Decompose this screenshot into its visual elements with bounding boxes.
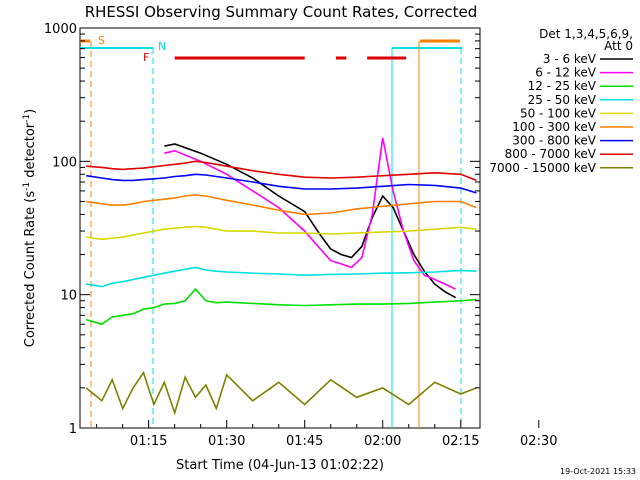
y-axis-label-mid: detector — [23, 122, 38, 182]
y-tick-label: 10 — [60, 289, 77, 304]
legend-header-line2: Att 0 — [604, 39, 633, 53]
series-line — [85, 287, 477, 326]
footer-timestamp: 19-Oct-2021 15:33 — [560, 467, 636, 476]
y-axis-label-main: Corrected Count Rate (s — [23, 191, 38, 348]
legend-label: 25 - 50 keV — [528, 93, 597, 107]
legend-label: 12 - 25 keV — [528, 79, 597, 93]
series-line — [86, 225, 477, 241]
x-axis-ticks: 01:15 01:30 01:45 02:00 02:15 02:30 — [96, 420, 558, 449]
legend-label: 100 - 300 keV — [512, 120, 596, 134]
x-axis-label: Start Time (04-Jun-13 01:02:22) — [176, 458, 384, 473]
x-tick-label: 02:30 — [520, 434, 557, 449]
y-axis-label-sup2: -1 — [22, 114, 32, 123]
series-line — [86, 266, 477, 288]
legend-label: 800 - 7000 keV — [505, 147, 597, 161]
y-axis-ticks: 1 10 100 1000 — [44, 22, 480, 437]
legend-label: 300 - 800 keV — [512, 134, 596, 148]
night-flag-label: N — [158, 40, 166, 53]
x-tick-label: 01:45 — [286, 434, 323, 449]
series-line — [86, 173, 477, 194]
series-line — [85, 370, 477, 416]
x-tick-label: 02:15 — [442, 434, 479, 449]
x-tick-label: 01:15 — [130, 434, 167, 449]
series-line — [86, 194, 477, 216]
series-line — [86, 160, 477, 182]
series-line — [164, 143, 456, 299]
flare-flag-label: F — [143, 51, 149, 64]
legend-label: 3 - 6 keV — [543, 52, 597, 66]
plot-frame — [79, 27, 481, 429]
y-axis-label: Corrected Count Rate (s-1 detector-1) — [22, 109, 38, 347]
x-tick-label: 02:00 — [364, 434, 401, 449]
legend-label: 7000 - 15000 keV — [489, 161, 596, 175]
y-tick-label: 100 — [52, 155, 77, 170]
series-lines — [85, 137, 477, 416]
x-tick-label: 01:30 — [208, 434, 245, 449]
chart-title: RHESSI Observing Summary Count Rates, Co… — [85, 3, 478, 21]
saa-flag-label: S — [98, 34, 105, 47]
legend-label: 6 - 12 keV — [535, 66, 597, 80]
y-axis-label-end: ) — [23, 109, 38, 114]
legend-header-line1: Det 1,3,4,5,6,9, — [539, 27, 633, 41]
y-tick-label: 1000 — [44, 22, 77, 37]
legend-label: 50 - 100 keV — [520, 106, 597, 120]
y-axis-label-sup1: -1 — [22, 182, 32, 191]
y-tick-label: 1 — [69, 422, 77, 437]
